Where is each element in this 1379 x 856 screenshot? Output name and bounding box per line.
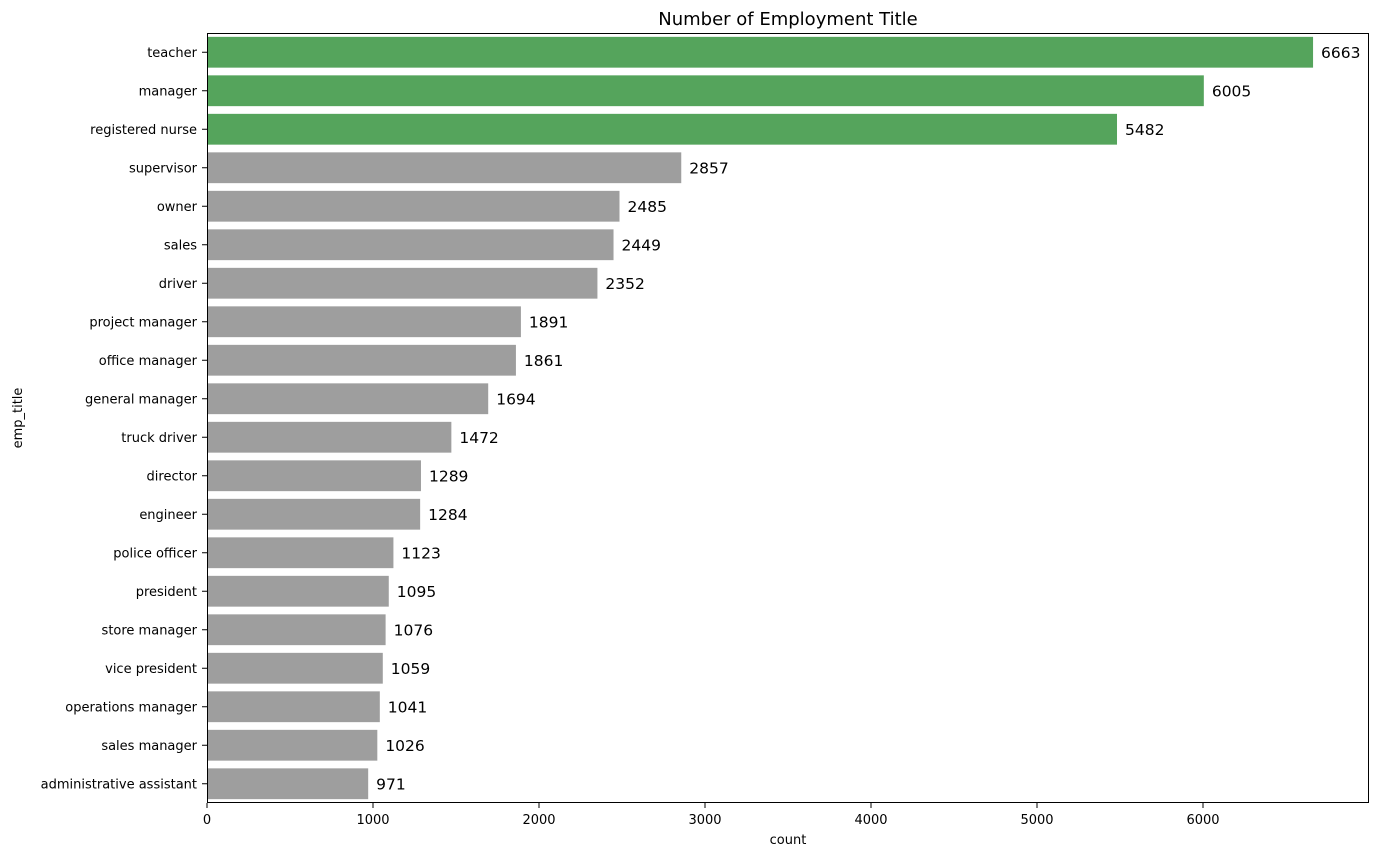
plot-frame bbox=[207, 33, 1369, 803]
y-tick-label: general manager bbox=[85, 392, 198, 407]
y-tick-label: office manager bbox=[99, 354, 198, 369]
y-tick-label: registered nurse bbox=[90, 123, 197, 138]
y-tick-label: operations manager bbox=[65, 700, 197, 715]
bar-office-manager bbox=[207, 344, 516, 376]
bar-value-label: 971 bbox=[376, 775, 406, 793]
y-tick-label: administrative assistant bbox=[41, 777, 197, 792]
x-tick-label: 6000 bbox=[1186, 813, 1219, 828]
bar-general-manager bbox=[207, 383, 489, 415]
bar-owner bbox=[207, 190, 620, 222]
y-tick-label: sales bbox=[164, 238, 197, 253]
y-tick-label: director bbox=[147, 469, 198, 484]
bar-value-label: 1095 bbox=[397, 583, 436, 601]
bar-supervisor bbox=[207, 152, 682, 184]
x-axis-ticks: 0 1000 2000 3000 4000 5000 6000 bbox=[203, 803, 1220, 828]
bar-value-label: 1041 bbox=[388, 698, 427, 716]
x-tick-label: 1000 bbox=[356, 813, 389, 828]
bar-driver bbox=[207, 267, 598, 299]
x-tick-label: 0 bbox=[203, 813, 211, 828]
bar-value-label: 1059 bbox=[391, 660, 430, 678]
bar-value-label: 1861 bbox=[524, 352, 563, 370]
bar-value-label: 1289 bbox=[429, 467, 468, 485]
bar-value-label: 2485 bbox=[628, 198, 667, 216]
bar-sales-manager bbox=[207, 729, 378, 761]
y-tick-label: manager bbox=[139, 84, 198, 99]
bar-registered-nurse bbox=[207, 113, 1118, 145]
y-tick-labels: teacher manager registered nurse supervisor… bbox=[41, 46, 207, 792]
bar-store-manager bbox=[207, 614, 386, 646]
x-axis-title: count bbox=[770, 833, 807, 848]
bar-president bbox=[207, 575, 389, 607]
y-tick-label: teacher bbox=[147, 46, 197, 61]
bar-vice-president bbox=[207, 652, 383, 684]
y-tick-label: president bbox=[136, 585, 197, 600]
bar-value-label: 1123 bbox=[401, 544, 440, 562]
bar-value-label: 2449 bbox=[622, 236, 661, 254]
bar-sales bbox=[207, 229, 614, 261]
bar-manager bbox=[207, 75, 1204, 107]
bar-value-label: 5482 bbox=[1125, 121, 1164, 139]
bar-engineer bbox=[207, 498, 421, 530]
bar-value-label: 2857 bbox=[689, 159, 728, 177]
x-tick-label: 3000 bbox=[688, 813, 721, 828]
bar-value-label: 6005 bbox=[1212, 82, 1251, 100]
y-tick-label: driver bbox=[159, 277, 198, 292]
bar-value-label: 1026 bbox=[385, 737, 424, 755]
bar-teacher bbox=[207, 36, 1314, 68]
bar-value-label: 1284 bbox=[428, 506, 467, 524]
x-tick-label: 5000 bbox=[1020, 813, 1053, 828]
bars: 6663 6005 5482 2857 2485 2449 2352 1891 1861 1694… bbox=[207, 36, 1361, 800]
y-tick-label: vice president bbox=[105, 662, 197, 677]
bar-operations-manager bbox=[207, 691, 380, 723]
bar-police-officer bbox=[207, 537, 394, 569]
y-tick-label: truck driver bbox=[121, 431, 197, 446]
y-tick-label: supervisor bbox=[129, 161, 198, 176]
bar-value-label: 1891 bbox=[529, 313, 568, 331]
x-tick-label: 4000 bbox=[854, 813, 887, 828]
y-tick-label: engineer bbox=[139, 508, 197, 523]
bar-director bbox=[207, 460, 421, 492]
y-tick-label: owner bbox=[157, 200, 198, 215]
bar-value-label: 1076 bbox=[394, 621, 433, 639]
bar-value-label: 2352 bbox=[605, 275, 644, 293]
y-tick-label: police officer bbox=[113, 546, 197, 561]
bar-truck-driver bbox=[207, 421, 452, 453]
bar-value-label: 1472 bbox=[459, 429, 498, 447]
y-axis-title: emp_title bbox=[11, 388, 26, 449]
bar-value-label: 6663 bbox=[1321, 44, 1360, 62]
chart-title: Number of Employment Title bbox=[658, 9, 917, 30]
bar-value-label: 1694 bbox=[496, 390, 535, 408]
y-tick-label: project manager bbox=[89, 315, 197, 330]
bar-project-manager bbox=[207, 306, 521, 338]
bar-administrative-assistant bbox=[207, 768, 369, 800]
y-tick-label: sales manager bbox=[101, 739, 197, 754]
x-tick-label: 2000 bbox=[522, 813, 555, 828]
y-tick-label: store manager bbox=[102, 623, 198, 638]
